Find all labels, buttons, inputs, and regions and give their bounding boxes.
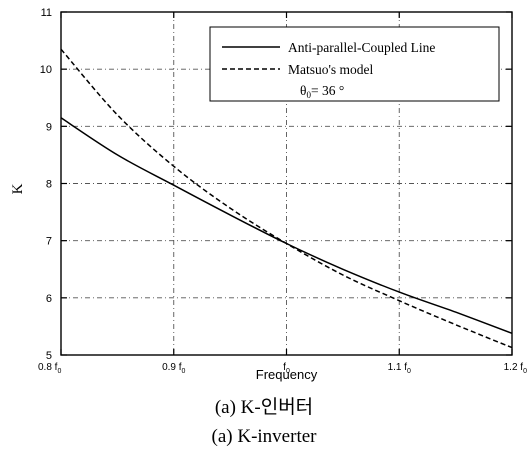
y-tick-label: 5: [46, 350, 52, 362]
x-tick-subscript: 0: [57, 368, 61, 375]
x-axis-label: Frequency: [256, 367, 318, 382]
caption-english: (a) K-inverter: [211, 426, 317, 447]
legend-box: [209, 26, 500, 102]
x-tick-subscript: 0: [407, 368, 411, 375]
y-tick-label: 9: [46, 121, 52, 133]
x-tick-label: 0.9 f0: [162, 362, 185, 375]
x-tick-label: 1.2 f0: [504, 362, 527, 375]
x-tick-label: 1.1 f0: [388, 362, 411, 375]
x-tick-subscript: 0: [523, 368, 527, 375]
legend: Anti-parallel-Coupled Line Matsuo's model…: [209, 26, 500, 102]
y-tick-label: 11: [41, 7, 52, 19]
y-tick-label: 10: [40, 64, 52, 76]
y-tick-label: 8: [46, 179, 52, 191]
caption-korean: (a) K-인버터: [214, 397, 314, 418]
series-line-matsuo-model: [60, 48, 513, 349]
theta-value: = 36 °: [311, 83, 344, 98]
legend-label: Anti-parallel-Coupled Line: [288, 40, 435, 55]
legend-label: Matsuo's model: [288, 62, 374, 77]
y-tick-label: 6: [46, 293, 52, 305]
x-tick-label: f0: [283, 362, 290, 375]
k-inverter-chart: 5 6 7 8 9 10 11 0.8 f0 0.9 f0 f0 1.1 f0 1.2 f0 Anti…: [10, 7, 527, 382]
x-tick-label: 0.8 f0: [38, 362, 61, 375]
y-tick-label: 7: [46, 236, 52, 248]
x-tick-subscript: 0: [286, 368, 290, 375]
axis-ticks: 5 6 7 8 9 10 11 0.8 f0 0.9 f0 f0 1.1 f0 1.2 f0: [38, 7, 527, 375]
y-axis-label: K: [10, 183, 26, 194]
theta-subscript: 0: [306, 90, 311, 100]
series-lines: [60, 48, 513, 349]
theta-symbol: θ: [300, 83, 306, 98]
legend-theta-note: θ0= 36 °: [300, 83, 344, 100]
x-tick-subscript: 0: [182, 368, 186, 375]
